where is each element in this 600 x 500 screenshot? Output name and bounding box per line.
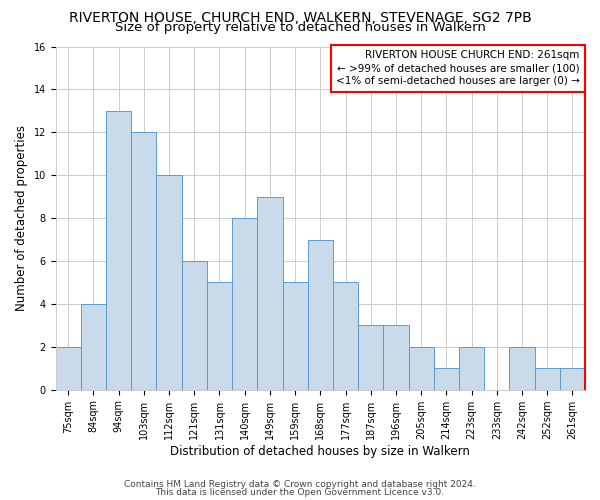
Bar <box>509 347 535 390</box>
Bar <box>459 347 484 390</box>
Bar <box>56 347 81 390</box>
Text: Contains HM Land Registry data © Crown copyright and database right 2024.: Contains HM Land Registry data © Crown c… <box>124 480 476 489</box>
Bar <box>333 282 358 390</box>
Text: RIVERTON HOUSE, CHURCH END, WALKERN, STEVENAGE, SG2 7PB: RIVERTON HOUSE, CHURCH END, WALKERN, STE… <box>68 11 532 25</box>
Bar <box>106 111 131 390</box>
X-axis label: Distribution of detached houses by size in Walkern: Distribution of detached houses by size … <box>170 444 470 458</box>
Y-axis label: Number of detached properties: Number of detached properties <box>15 125 28 311</box>
Text: This data is licensed under the Open Government Licence v3.0.: This data is licensed under the Open Gov… <box>155 488 445 497</box>
Bar <box>207 282 232 390</box>
Bar <box>131 132 157 390</box>
Bar <box>283 282 308 390</box>
Bar <box>157 175 182 390</box>
Bar <box>81 304 106 390</box>
Bar <box>232 218 257 390</box>
Bar <box>560 368 585 390</box>
Text: Size of property relative to detached houses in Walkern: Size of property relative to detached ho… <box>115 22 485 35</box>
Bar <box>409 347 434 390</box>
Bar <box>308 240 333 390</box>
Text: RIVERTON HOUSE CHURCH END: 261sqm
← >99% of detached houses are smaller (100)
<1: RIVERTON HOUSE CHURCH END: 261sqm ← >99%… <box>336 50 580 86</box>
Bar <box>535 368 560 390</box>
Bar <box>358 326 383 390</box>
Bar <box>182 261 207 390</box>
Bar <box>383 326 409 390</box>
Bar <box>257 196 283 390</box>
Bar <box>434 368 459 390</box>
